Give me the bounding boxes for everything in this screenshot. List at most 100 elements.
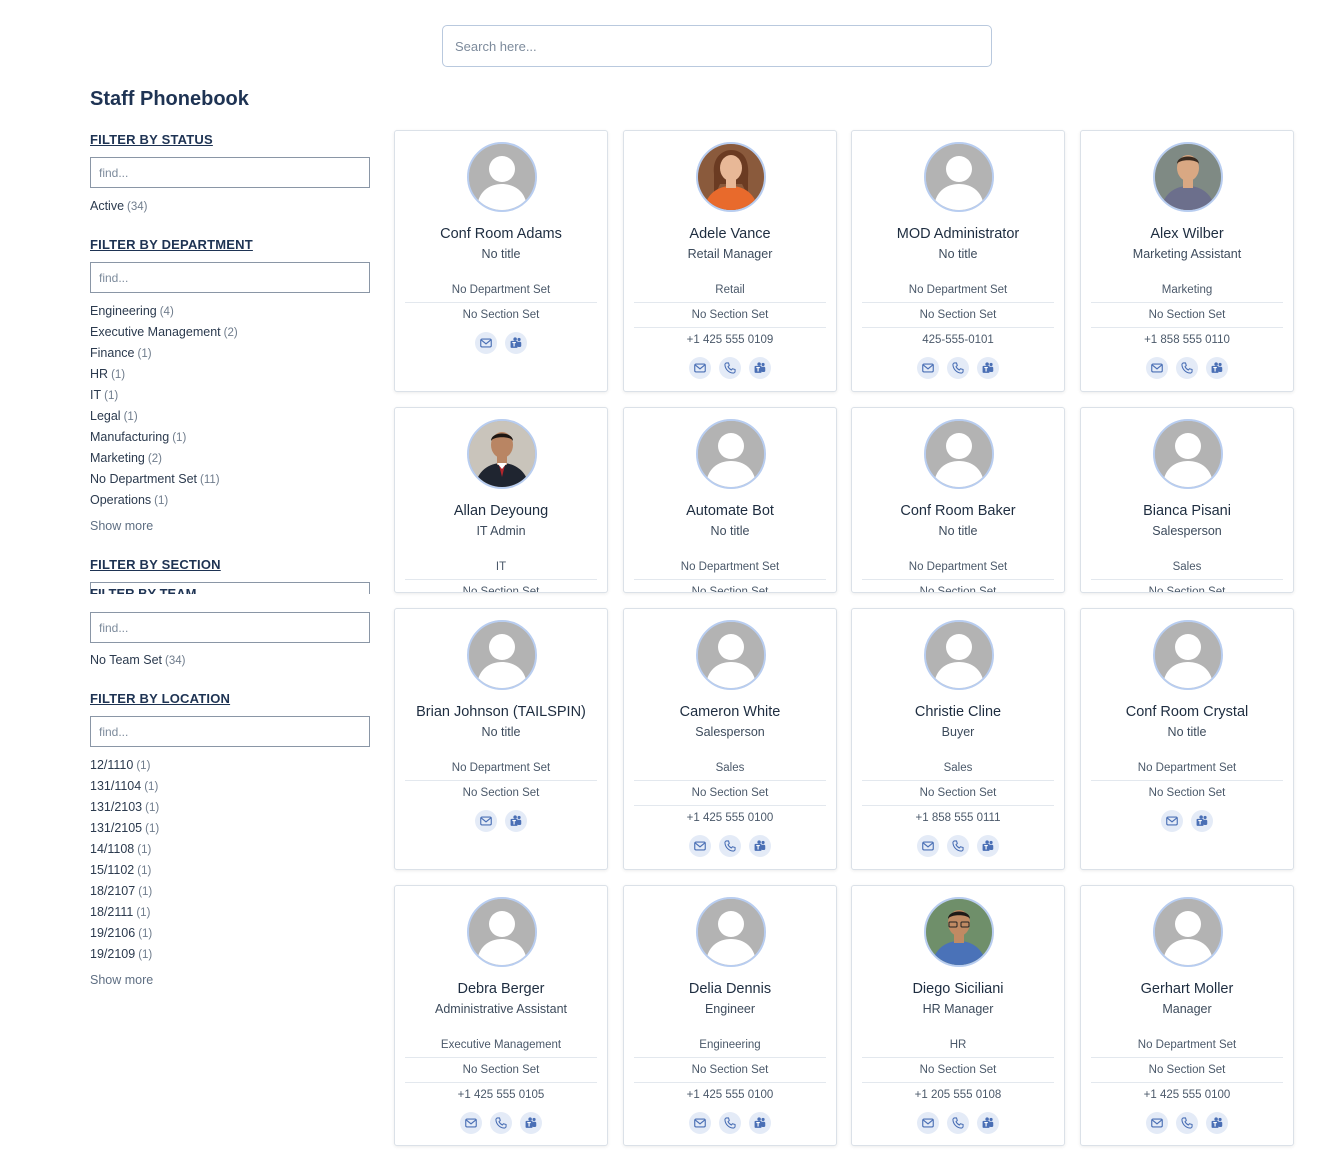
staff-department: Engineering [634,1033,826,1058]
staff-card[interactable]: Adele Vance Retail Manager Retail No Sectio… [623,130,837,392]
filter-department-option[interactable]: Executive Management (2) [90,322,238,343]
staff-card[interactable]: Conf Room Adams No title No Department Set… [394,130,608,392]
staff-section: No Section Set [1091,303,1283,328]
staff-card[interactable]: MOD Administrator No title No Department S… [851,130,1065,392]
staff-card[interactable]: Gerhart Moller Manager No Department Set No… [1080,885,1294,1146]
teams-icon[interactable] [505,332,527,354]
mail-icon[interactable] [917,357,939,379]
staff-title: No title [481,725,521,739]
filter-location-option[interactable]: 14/1108 (1) [90,839,159,860]
staff-name: Brian Johnson (TAILSPIN) [416,704,586,720]
mail-icon[interactable] [475,810,497,832]
filter-status-input[interactable] [90,157,370,188]
staff-card[interactable]: Alex Wilber Marketing Assistant Marketing N… [1080,130,1294,392]
phone-icon[interactable] [947,835,969,857]
filter-status-option[interactable]: Active (34) [90,196,148,217]
mail-icon[interactable] [460,1112,482,1134]
filter-location-option[interactable]: 18/2111 (1) [90,902,159,923]
teams-icon[interactable] [749,835,771,857]
page-title: Staff Phonebook [90,88,249,110]
staff-card[interactable]: Cameron White Salesperson Sales No Section … [623,608,837,870]
mail-icon[interactable] [1161,810,1183,832]
department-show-more-link[interactable]: Show more [90,519,154,533]
staff-card[interactable]: Automate Bot No title No Department Set No … [623,407,837,593]
staff-section: No Section Set [1148,787,1226,799]
contact-actions [1081,810,1293,832]
filter-department-option[interactable]: Engineering (4) [90,301,238,322]
phone-icon[interactable] [719,1112,741,1134]
filter-location-option[interactable]: 131/1104 (1) [90,776,159,797]
teams-icon[interactable] [1206,357,1228,379]
staff-card[interactable]: Brian Johnson (TAILSPIN) No title No Depar… [394,608,608,870]
mail-icon[interactable] [689,835,711,857]
phone-icon[interactable] [947,1112,969,1134]
mail-icon[interactable] [1146,1112,1168,1134]
filter-location-option[interactable]: 12/1110 (1) [90,755,159,776]
staff-department: No Department Set [634,555,826,580]
mail-icon[interactable] [917,835,939,857]
phone-icon[interactable] [719,357,741,379]
filter-department-option[interactable]: Marketing (2) [90,448,238,469]
filter-location-option[interactable]: 19/2106 (1) [90,923,159,944]
teams-icon[interactable] [1206,1112,1228,1134]
mail-icon[interactable] [917,1112,939,1134]
staff-title: Marketing Assistant [1132,247,1242,261]
teams-icon[interactable] [977,1112,999,1134]
staff-department: No Department Set [1091,756,1283,781]
staff-card[interactable]: Allan Deyoung IT Admin IT No Section Set [394,407,608,593]
mail-icon[interactable] [475,332,497,354]
filter-department-option[interactable]: IT (1) [90,385,238,406]
filter-department-option[interactable]: HR (1) [90,364,238,385]
filter-team-option[interactable]: No Team Set (34) [90,650,185,671]
phone-icon[interactable] [1176,357,1198,379]
teams-icon[interactable] [505,810,527,832]
filter-location-option[interactable]: 18/2107 (1) [90,881,159,902]
mail-icon[interactable] [1146,357,1168,379]
phone-icon[interactable] [1176,1112,1198,1134]
filter-location-option[interactable]: 131/2103 (1) [90,797,159,818]
staff-card[interactable]: Bianca Pisani Salesperson Sales No Section … [1080,407,1294,593]
filter-department-option[interactable]: Legal (1) [90,406,238,427]
filter-team-input[interactable] [90,612,370,643]
teams-icon[interactable] [1191,810,1213,832]
teams-icon[interactable] [749,1112,771,1134]
filter-department-input[interactable] [90,262,370,293]
search-input[interactable] [442,25,992,67]
filter-department-option[interactable]: Manufacturing (1) [90,427,238,448]
filter-location-option[interactable]: 15/1102 (1) [90,860,159,881]
contact-actions [852,1112,1064,1134]
staff-title: Manager [1162,1002,1212,1016]
filter-department-option[interactable]: Finance (1) [90,343,238,364]
teams-icon[interactable] [749,357,771,379]
teams-icon[interactable] [977,835,999,857]
filter-location-option[interactable]: 19/2109 (1) [90,944,159,965]
contact-actions [1081,1112,1293,1134]
mail-icon[interactable] [689,1112,711,1134]
filter-department-option[interactable]: No Department Set (11) [90,469,238,490]
staff-card[interactable]: Conf Room Baker No title No Department Set… [851,407,1065,593]
filter-location-option[interactable]: 131/2105 (1) [90,818,159,839]
staff-name: Debra Berger [457,981,545,997]
teams-icon[interactable] [977,357,999,379]
location-show-more-link[interactable]: Show more [90,973,154,987]
contact-actions [395,1112,607,1134]
staff-section: No Section Set [462,309,540,321]
staff-department: Retail [634,278,826,303]
staff-name: Bianca Pisani [1143,503,1231,519]
filter-option-label: 18/2111 [90,905,134,919]
filter-status-heading: FILTER BY STATUS [90,132,213,147]
staff-card[interactable]: Delia Dennis Engineer Engineering No Sectio… [623,885,837,1146]
filter-option-count: (1) [145,802,160,814]
filter-location-input[interactable] [90,716,370,747]
staff-card[interactable]: Diego Siciliani HR Manager HR No Section Se… [851,885,1065,1146]
phone-icon[interactable] [947,357,969,379]
phone-icon[interactable] [719,835,741,857]
phone-icon[interactable] [490,1112,512,1134]
staff-card[interactable]: Conf Room Crystal No title No Department S… [1080,608,1294,870]
filter-option-label: No Team Set [90,653,163,667]
filter-department-option[interactable]: Operations (1) [90,490,238,511]
mail-icon[interactable] [689,357,711,379]
teams-icon[interactable] [520,1112,542,1134]
staff-card[interactable]: Debra Berger Administrative Assistant Exec… [394,885,608,1146]
staff-card[interactable]: Christie Cline Buyer Sales No Section Set +1… [851,608,1065,870]
